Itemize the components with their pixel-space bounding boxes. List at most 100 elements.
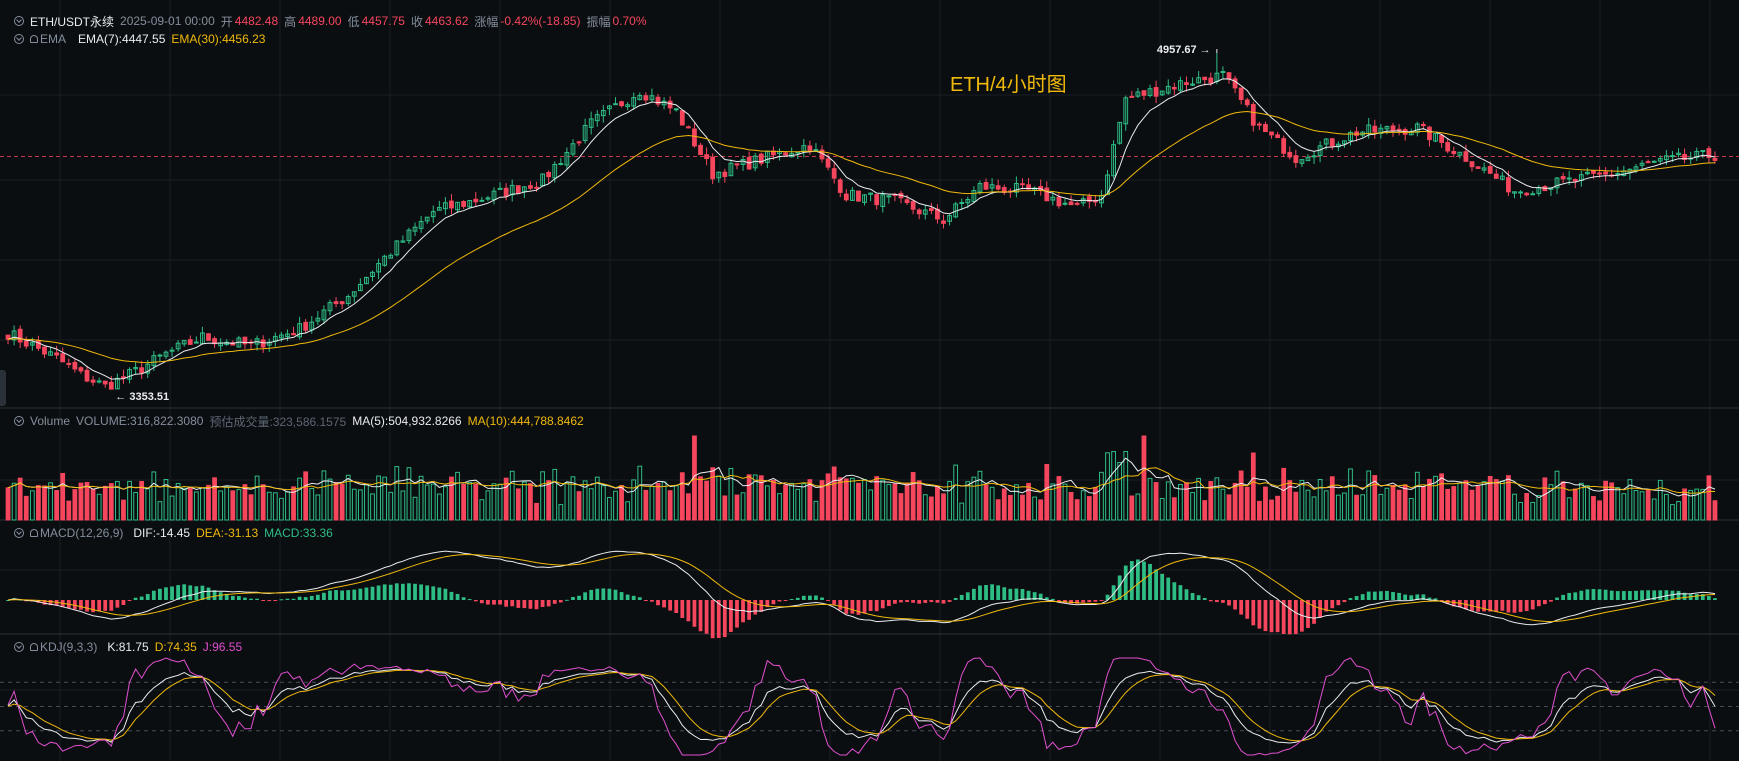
- candle-body: [1481, 167, 1487, 171]
- macd-histogram-bar: [479, 600, 484, 604]
- volume-bar: [764, 485, 770, 521]
- candle-body: [1323, 138, 1329, 145]
- volume-bar: [1123, 451, 1129, 521]
- volume-bar: [1178, 484, 1183, 521]
- macd-histogram-bar: [1257, 600, 1262, 629]
- macd-histogram-bar: [1567, 592, 1572, 600]
- macd-histogram-bar: [1670, 590, 1675, 600]
- volume-bar: [1548, 484, 1554, 521]
- candle-body: [1396, 128, 1402, 131]
- volume-bar: [704, 480, 709, 521]
- volume-bar: [327, 478, 333, 521]
- macd-histogram-bar: [486, 600, 490, 605]
- candle-body: [382, 255, 388, 266]
- candle-body: [989, 184, 995, 189]
- volume-bar: [260, 484, 266, 521]
- volume-bar: [807, 479, 813, 521]
- macd-histogram-bar: [1093, 600, 1098, 602]
- candle-body: [17, 328, 23, 343]
- collapse-chevron-icon[interactable]: [14, 16, 24, 26]
- volume-bar: [1020, 494, 1025, 521]
- collapse-chevron-icon[interactable]: [14, 528, 24, 538]
- volume-bar: [436, 493, 442, 521]
- macd-histogram-bar: [182, 584, 187, 600]
- macd-histogram-bar: [1166, 577, 1171, 600]
- macd-histogram-bar: [261, 600, 266, 601]
- macd-histogram-bar: [1555, 597, 1559, 600]
- candle-body: [187, 339, 193, 345]
- volume-bar: [17, 477, 23, 521]
- candle-body: [783, 152, 788, 156]
- candle-body: [728, 162, 734, 177]
- volume-bar: [977, 470, 983, 521]
- macd-histogram-bar: [1707, 596, 1711, 600]
- candle-body: [1269, 131, 1274, 136]
- candle-body: [521, 186, 527, 192]
- candle-body: [60, 353, 66, 363]
- candle-body: [351, 291, 357, 297]
- volume-bar: [248, 494, 254, 521]
- macd-histogram-bar: [1111, 585, 1116, 600]
- macd-histogram-bar: [236, 596, 241, 600]
- alert-bell-icon[interactable]: [30, 529, 38, 537]
- volume-bar: [777, 493, 782, 521]
- macd-histogram-bar: [1202, 597, 1207, 600]
- macd-histogram-bar: [388, 584, 393, 600]
- macd-histogram-bar: [364, 587, 369, 600]
- macd-histogram-bar: [558, 600, 563, 603]
- macd-histogram-bar: [473, 600, 478, 602]
- macd-histogram-bar: [959, 594, 964, 600]
- candle-body: [181, 339, 187, 345]
- candle-body: [1141, 90, 1147, 96]
- macd-histogram-bar: [1585, 589, 1590, 600]
- volume-legend: Volume VOLUME:316,822.3080 预估成交量:323,586…: [14, 413, 584, 429]
- volume-bar: [169, 495, 175, 521]
- volume-bar: [1627, 479, 1633, 521]
- candle-body: [1475, 166, 1481, 169]
- side-panel-handle[interactable]: [0, 370, 6, 406]
- macd-histogram-bar: [431, 586, 436, 600]
- candle-body: [692, 128, 697, 147]
- volume-bar: [224, 485, 230, 521]
- macd-histogram-bar: [880, 600, 885, 609]
- macd-histogram-bar: [1354, 596, 1359, 600]
- macd-histogram-bar: [1652, 590, 1657, 600]
- ema-legend: EMA EMA(7):4447.55 EMA(30):4456.23: [14, 31, 265, 47]
- collapse-chevron-icon[interactable]: [14, 416, 24, 426]
- candle-body: [1566, 177, 1572, 180]
- volume-bar: [1633, 490, 1639, 521]
- candle-body: [102, 380, 108, 385]
- macd-histogram-bar: [407, 583, 411, 600]
- candle-body: [1299, 159, 1305, 164]
- macd-histogram-bar: [1057, 600, 1061, 602]
- volume-bar: [1032, 496, 1038, 521]
- candle-body: [1068, 201, 1074, 206]
- alert-bell-icon[interactable]: [30, 643, 38, 651]
- macd-histogram-bar: [789, 599, 794, 601]
- macd-histogram-bar: [1597, 589, 1602, 600]
- macd-histogram-bar: [1415, 594, 1420, 600]
- alert-bell-icon[interactable]: [30, 35, 38, 43]
- macd-histogram-bar: [376, 585, 381, 600]
- macd-histogram-bar: [722, 600, 727, 638]
- volume-bar: [1226, 494, 1232, 521]
- macd-histogram-bar: [1336, 600, 1341, 606]
- candle-body: [1433, 133, 1438, 142]
- candle-body: [619, 101, 624, 107]
- macd-histogram-bar: [145, 594, 150, 600]
- macd-histogram-bar: [1427, 597, 1432, 600]
- macd-histogram-bar: [1591, 589, 1596, 600]
- macd-histogram-bar: [297, 596, 302, 600]
- candle-body: [1117, 121, 1123, 144]
- macd-histogram-bar: [1136, 559, 1140, 600]
- collapse-chevron-icon[interactable]: [14, 642, 24, 652]
- macd-histogram-bar: [279, 599, 284, 601]
- candle-body: [1135, 91, 1141, 97]
- collapse-chevron-icon[interactable]: [14, 34, 24, 44]
- high-value: 4489.00: [298, 14, 342, 28]
- candle-body: [1463, 151, 1469, 162]
- close-value: 4463.62: [425, 14, 469, 28]
- macd-histogram-bar: [1694, 594, 1699, 600]
- volume-bar: [5, 487, 11, 521]
